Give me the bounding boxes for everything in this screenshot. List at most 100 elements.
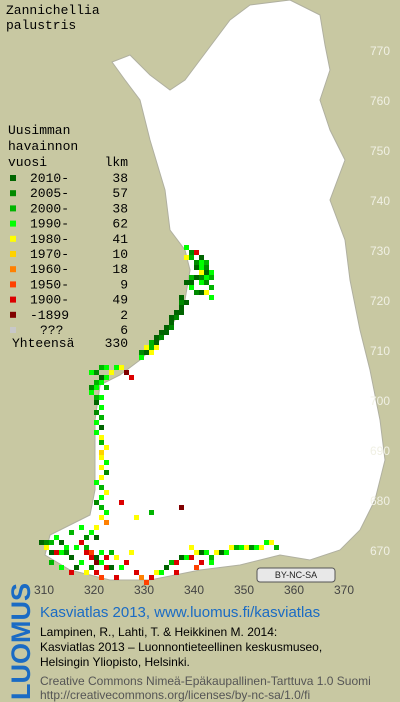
grid-cell: [99, 515, 104, 520]
y-tick-label: 770: [370, 44, 390, 58]
grid-cell: [209, 295, 214, 300]
grid-cell: [174, 560, 179, 565]
grid-cell: [104, 565, 109, 570]
grid-cell: [264, 540, 269, 545]
grid-cell: [109, 370, 114, 375]
grid-cell: [144, 345, 149, 350]
legend-total-label: Yhteensä: [12, 336, 75, 351]
x-tick-label: 310: [34, 583, 54, 597]
grid-cell: [114, 555, 119, 560]
grid-cell: [99, 395, 104, 400]
grid-cell: [204, 265, 209, 270]
grid-cell: [199, 270, 204, 275]
grid-cell: [89, 555, 94, 560]
grid-cell: [94, 400, 99, 405]
grid-cell: [114, 365, 119, 370]
grid-cell: [199, 550, 204, 555]
grid-cell: [39, 540, 44, 545]
grid-cell: [69, 570, 74, 575]
grid-cell: [104, 375, 109, 380]
grid-cell: [209, 285, 214, 290]
grid-cell: [99, 505, 104, 510]
grid-cell: [199, 290, 204, 295]
grid-cell: [99, 495, 104, 500]
grid-cell: [99, 575, 104, 580]
grid-cell: [129, 550, 134, 555]
y-tick-label: 710: [370, 344, 390, 358]
grid-cell: [184, 255, 189, 260]
footer-link[interactable]: Kasviatlas 2013, www.luomus.fi/kasviatla…: [40, 604, 320, 621]
grid-cell: [204, 290, 209, 295]
legend-swatch: [10, 296, 16, 303]
x-tick-label: 350: [234, 583, 254, 597]
grid-cell: [79, 525, 84, 530]
grid-cell: [234, 545, 239, 550]
grid-cell: [114, 575, 119, 580]
grid-cell: [59, 565, 64, 570]
grid-cell: [99, 425, 104, 430]
y-tick-label: 750: [370, 144, 390, 158]
legend-swatch: [10, 266, 16, 273]
grid-cell: [259, 545, 264, 550]
grid-cell: [99, 550, 104, 555]
grid-cell: [204, 280, 209, 285]
grid-cell: [99, 560, 104, 565]
grid-cell: [84, 550, 89, 555]
x-tick-label: 330: [134, 583, 154, 597]
legend-count: 38: [112, 171, 128, 186]
grid-cell: [94, 560, 99, 565]
grid-cell: [179, 295, 184, 300]
grid-cell: [164, 330, 169, 335]
legend-label: 1990-: [30, 217, 69, 232]
legend-count: 2: [120, 308, 128, 323]
legend-count: 10: [112, 247, 128, 262]
grid-cell: [104, 445, 109, 450]
grid-cell: [254, 545, 259, 550]
grid-cell: [199, 265, 204, 270]
grid-cell: [104, 385, 109, 390]
grid-cell: [194, 250, 199, 255]
grid-cell: [154, 340, 159, 345]
grid-cell: [104, 490, 109, 495]
x-tick-label: 340: [184, 583, 204, 597]
grid-cell: [189, 275, 194, 280]
grid-cell: [184, 280, 189, 285]
grid-cell: [64, 545, 69, 550]
license-text: Creative Commons Nimeä-Epäkaupallinen-Ta…: [40, 674, 371, 688]
grid-cell: [189, 255, 194, 260]
y-tick-label: 740: [370, 194, 390, 208]
legend-swatch: [10, 311, 16, 318]
grid-cell: [59, 540, 64, 545]
grid-cell: [124, 370, 129, 375]
grid-cell: [99, 475, 104, 480]
grid-cell: [184, 555, 189, 560]
grid-cell: [159, 330, 164, 335]
grid-cell: [179, 300, 184, 305]
grid-cell: [139, 350, 144, 355]
legend-header: Uusimman: [8, 123, 70, 138]
grid-cell: [69, 555, 74, 560]
grid-cell: [49, 550, 54, 555]
grid-cell: [174, 310, 179, 315]
grid-cell: [194, 260, 199, 265]
grid-cell: [94, 410, 99, 415]
grid-cell: [89, 385, 94, 390]
grid-cell: [79, 540, 84, 545]
y-tick-label: 720: [370, 294, 390, 308]
grid-cell: [94, 395, 99, 400]
grid-cell: [99, 405, 104, 410]
grid-cell: [94, 555, 99, 560]
grid-cell: [144, 350, 149, 355]
grid-cell: [99, 465, 104, 470]
legend-count: 9: [120, 277, 128, 292]
grid-cell: [79, 560, 84, 565]
legend-label: 1900-: [30, 293, 69, 308]
grid-cell: [189, 545, 194, 550]
y-tick-label: 670: [370, 544, 390, 558]
grid-cell: [94, 570, 99, 575]
legend-label: 2005-: [30, 186, 69, 201]
license-badge: [256, 567, 336, 583]
grid-cell: [99, 375, 104, 380]
grid-cell: [174, 570, 179, 575]
grid-cell: [94, 385, 99, 390]
